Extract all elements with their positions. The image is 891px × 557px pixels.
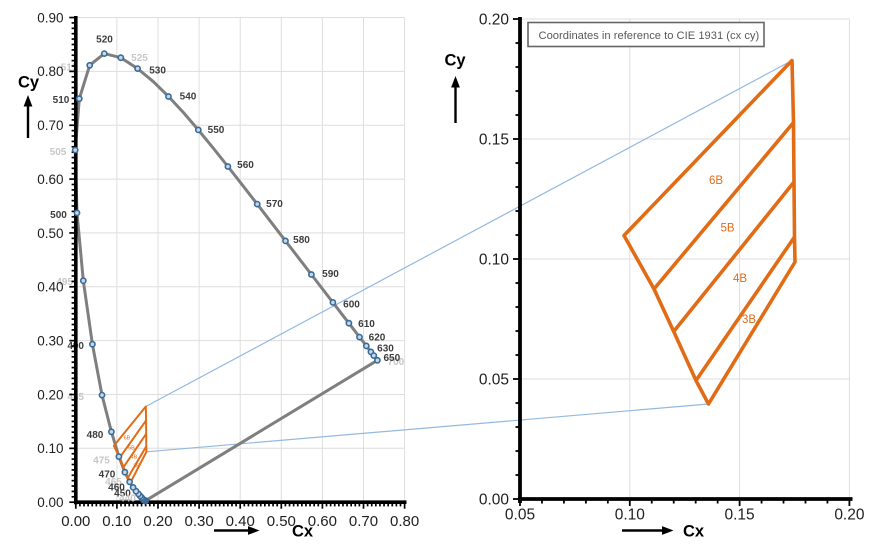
svg-text:630: 630 xyxy=(377,344,394,355)
svg-text:0.60: 0.60 xyxy=(308,513,337,530)
svg-text:0.10: 0.10 xyxy=(37,441,63,456)
svg-text:510: 510 xyxy=(53,95,70,106)
svg-text:580: 580 xyxy=(293,235,310,246)
svg-text:3B: 3B xyxy=(742,314,756,326)
svg-text:460: 460 xyxy=(108,483,125,494)
svg-text:Cx: Cx xyxy=(292,523,314,541)
svg-text:0.60: 0.60 xyxy=(37,172,63,187)
svg-text:520: 520 xyxy=(96,35,113,46)
svg-text:0.80: 0.80 xyxy=(37,64,63,79)
svg-text:6B: 6B xyxy=(124,436,131,442)
svg-text:0.10: 0.10 xyxy=(102,513,131,530)
svg-text:Cy: Cy xyxy=(18,74,40,92)
svg-text:0.00: 0.00 xyxy=(37,495,63,510)
svg-text:0.80: 0.80 xyxy=(390,513,419,530)
svg-text:610: 610 xyxy=(358,319,375,330)
svg-text:550: 550 xyxy=(208,125,225,136)
svg-text:0.20: 0.20 xyxy=(834,507,865,524)
svg-text:0.30: 0.30 xyxy=(37,333,63,348)
svg-text:440: 440 xyxy=(119,494,136,505)
svg-text:0.30: 0.30 xyxy=(184,513,213,530)
svg-text:475: 475 xyxy=(93,456,110,467)
svg-text:0.15: 0.15 xyxy=(725,507,755,524)
svg-text:495: 495 xyxy=(56,277,73,288)
svg-text:505: 505 xyxy=(50,147,67,158)
svg-text:540: 540 xyxy=(180,92,197,103)
svg-text:4B: 4B xyxy=(733,273,747,285)
svg-text:515: 515 xyxy=(61,62,78,73)
svg-text:0.90: 0.90 xyxy=(37,10,63,25)
svg-text:0.15: 0.15 xyxy=(479,131,509,148)
svg-text:0.20: 0.20 xyxy=(143,513,172,530)
svg-text:0.50: 0.50 xyxy=(37,226,63,241)
svg-text:0.00: 0.00 xyxy=(61,513,90,530)
svg-text:590: 590 xyxy=(322,269,339,280)
svg-text:0.05: 0.05 xyxy=(505,507,535,524)
svg-text:500: 500 xyxy=(50,210,67,221)
svg-text:0.50: 0.50 xyxy=(267,513,296,530)
svg-text:0.10: 0.10 xyxy=(615,507,646,524)
svg-text:0.70: 0.70 xyxy=(37,118,63,133)
svg-text:560: 560 xyxy=(237,160,254,171)
svg-text:525: 525 xyxy=(131,53,148,64)
svg-text:700: 700 xyxy=(388,357,405,368)
svg-text:0.00: 0.00 xyxy=(479,491,510,508)
svg-text:0.40: 0.40 xyxy=(226,513,255,530)
svg-text:5B: 5B xyxy=(128,446,135,452)
svg-text:0.10: 0.10 xyxy=(479,251,510,268)
svg-text:470: 470 xyxy=(99,470,116,481)
svg-text:0.05: 0.05 xyxy=(479,371,509,388)
svg-text:6B: 6B xyxy=(709,175,723,187)
svg-text:4B: 4B xyxy=(131,455,138,461)
svg-text:Cx: Cx xyxy=(683,523,705,541)
svg-text:570: 570 xyxy=(266,199,283,210)
svg-text:600: 600 xyxy=(343,300,360,311)
svg-text:Cy: Cy xyxy=(445,52,467,70)
svg-text:0.40: 0.40 xyxy=(37,280,63,295)
svg-text:0.70: 0.70 xyxy=(349,513,378,530)
svg-text:465: 465 xyxy=(105,477,122,488)
svg-text:0.20: 0.20 xyxy=(37,387,63,402)
svg-text:5B: 5B xyxy=(720,223,734,235)
svg-text:3B: 3B xyxy=(133,464,140,470)
svg-text:650: 650 xyxy=(383,353,400,364)
svg-text:620: 620 xyxy=(369,333,386,344)
svg-text:530: 530 xyxy=(149,66,166,77)
svg-text:Coordinates in reference to CI: Coordinates in reference to CIE 1931 (cx… xyxy=(539,30,760,42)
svg-text:480: 480 xyxy=(87,430,104,441)
svg-text:450: 450 xyxy=(114,489,131,500)
svg-text:0.20: 0.20 xyxy=(479,11,510,28)
